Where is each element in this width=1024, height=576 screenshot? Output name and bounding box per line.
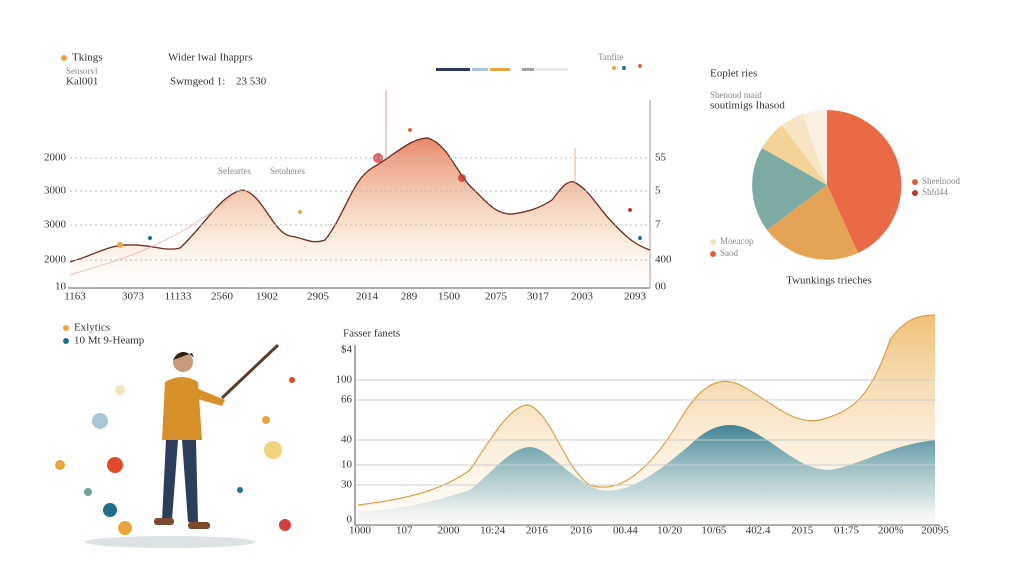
x-tick-label: 2905 xyxy=(307,291,330,303)
x-tick-label: 1500 xyxy=(438,291,461,303)
x-tick-label: 2000 xyxy=(437,525,460,537)
pie xyxy=(752,110,902,260)
x-tick-label: 2016 xyxy=(526,525,549,537)
x-tick-label: 01:75 xyxy=(834,525,860,537)
x-tick-label: 402.4 xyxy=(746,525,771,537)
pie-legend: Moeacop xyxy=(720,236,754,246)
x-tick-label: 00.44 xyxy=(613,525,638,537)
x-tick-label: 107 xyxy=(396,525,413,537)
x-tick-label: 3017 xyxy=(527,291,550,303)
y-tick-label: 3000 xyxy=(44,219,67,231)
x-tick-label: 10/65 xyxy=(701,525,727,537)
heading-label: Swmgeod 1: xyxy=(170,76,225,88)
pie-caption: Twunkings trieches xyxy=(786,275,872,287)
x-tick-label: 20095 xyxy=(921,525,949,537)
y2-tick-label: 7 xyxy=(655,219,661,231)
pie-subtitle: Shenoud maid xyxy=(710,90,762,100)
x-tick-label: 1902 xyxy=(256,291,278,303)
x-tick-label: 1000 xyxy=(349,525,372,537)
x-tick-label: 11133 xyxy=(165,291,192,303)
figure-panel: Exlytics 10 Mt 9-Heamp xyxy=(55,322,295,548)
x-tick-label: 289 xyxy=(401,291,418,303)
y2-tick-label: 5 xyxy=(655,185,661,197)
teal-area xyxy=(358,425,935,525)
heading-value: 23 530 xyxy=(236,76,267,88)
legend-dot xyxy=(61,55,67,61)
y-tick-label: 3000 xyxy=(44,185,67,197)
y-tick-label: 40 xyxy=(341,434,353,446)
y-tick-label: 10 xyxy=(341,459,353,471)
pie-legend: Saod xyxy=(720,248,739,258)
y2-tick-label: 00 xyxy=(655,281,667,293)
y2-tick-label: 55 xyxy=(655,152,667,164)
x-tick-label: 1163 xyxy=(64,291,86,303)
x-tick-label: 2560 xyxy=(211,291,234,303)
corner-note: Tanfite xyxy=(598,52,623,62)
bottom-title: Fasser fanets xyxy=(343,328,400,340)
inline-note: Sefeartes xyxy=(218,166,251,176)
figure-legend: Exlytics xyxy=(74,322,110,334)
pie-legend: Sheelnood xyxy=(922,176,960,186)
x-tick-label: 2016 xyxy=(570,525,593,537)
pie-panel: Eoplet ries Shenoud maid soutimigs Ihaso… xyxy=(710,68,960,287)
y2-tick-label: 400 xyxy=(655,254,672,266)
x-tick-label: 2075 xyxy=(485,291,508,303)
x-tick-label: 10/20 xyxy=(657,525,683,537)
heading-title: Wider lwal Ihapprs xyxy=(168,52,252,64)
y-tick-label: 0 xyxy=(347,514,353,526)
legend-code: Kal001 xyxy=(66,76,98,88)
pie-legend: Shfd44 xyxy=(922,187,949,197)
area-chart xyxy=(70,138,650,288)
top-panel: Tkings Sensorvl Kal001 Wider lwal Ihappr… xyxy=(44,52,672,303)
y-tick-label: 2000 xyxy=(44,152,67,164)
y-tick-label: $4 xyxy=(341,344,353,356)
orange-line xyxy=(357,314,936,506)
x-tick-label: 2003 xyxy=(571,291,594,303)
x-tick-label: 200% xyxy=(878,525,904,537)
y-tick-label: 10 xyxy=(55,281,67,293)
y-tick-label: 66 xyxy=(341,394,353,406)
y-tick-label: 100 xyxy=(336,374,353,386)
figure-legend: 10 Mt 9-Heamp xyxy=(74,335,145,347)
inline-note: Setoheres xyxy=(270,166,305,176)
x-tick-label: 2015 xyxy=(791,525,814,537)
legend-subtitle: Sensorvl xyxy=(66,66,98,76)
x-tick-label: 2014 xyxy=(356,291,379,303)
pie-subtitle: soutimigs Ihasod xyxy=(710,100,785,112)
legend-title: Tkings xyxy=(72,52,103,64)
y-tick-label: 2000 xyxy=(44,254,67,266)
pie-title: Eoplet ries xyxy=(710,68,757,80)
x-tick-label: 2093 xyxy=(624,291,647,303)
y-tick-label: 30 xyxy=(341,479,353,491)
x-tick-label: 3073 xyxy=(122,291,145,303)
color-key xyxy=(436,68,568,71)
x-tick-label: 10:24 xyxy=(480,525,506,537)
